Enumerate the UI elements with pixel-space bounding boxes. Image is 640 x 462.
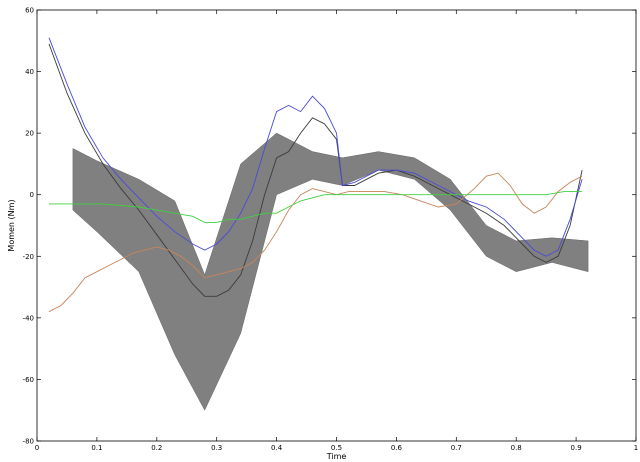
x-tick-label: 0.3 bbox=[211, 444, 222, 452]
y-tick-label: 60 bbox=[25, 7, 34, 15]
y-tick-label: 20 bbox=[25, 130, 34, 138]
series-line-2 bbox=[48, 37, 583, 257]
tick-layer: 0 0.1 0.2 0.3 0.4 0.5 0.6 0.7 0.8 0.9 1 -80 -60 -40 -2… bbox=[23, 7, 639, 453]
y-tick-label: -20 bbox=[23, 253, 34, 261]
series-line-1 bbox=[48, 43, 583, 297]
x-tick-label: 0.7 bbox=[451, 444, 462, 452]
confidence-band bbox=[72, 132, 589, 411]
y-tick-label: 40 bbox=[25, 68, 34, 76]
x-tick-label: 0.5 bbox=[331, 444, 342, 452]
series-line-3 bbox=[48, 172, 583, 313]
x-tick-label: 0 bbox=[35, 444, 39, 452]
x-tick-label: 0.2 bbox=[151, 444, 162, 452]
y-tick-label: -40 bbox=[23, 314, 34, 322]
x-tick-label: 0.1 bbox=[91, 444, 102, 452]
x-tick-label: 0.9 bbox=[571, 444, 582, 452]
y-tick-label: -60 bbox=[23, 376, 34, 384]
x-tick-label: 0.4 bbox=[271, 444, 283, 452]
confidence-band-layer bbox=[72, 132, 589, 411]
x-tick-label: 1 bbox=[634, 444, 638, 452]
series-line-4 bbox=[49, 191, 583, 223]
x-tick-label: 0.8 bbox=[511, 444, 522, 452]
y-tick-label: -80 bbox=[23, 438, 34, 446]
series-layer bbox=[48, 37, 583, 313]
y-axis-label: Momen (Nm) bbox=[7, 199, 16, 251]
x-axis-label: Time bbox=[326, 452, 347, 461]
x-tick-label: 0.6 bbox=[391, 444, 403, 452]
y-tick-label: 0 bbox=[30, 191, 34, 199]
